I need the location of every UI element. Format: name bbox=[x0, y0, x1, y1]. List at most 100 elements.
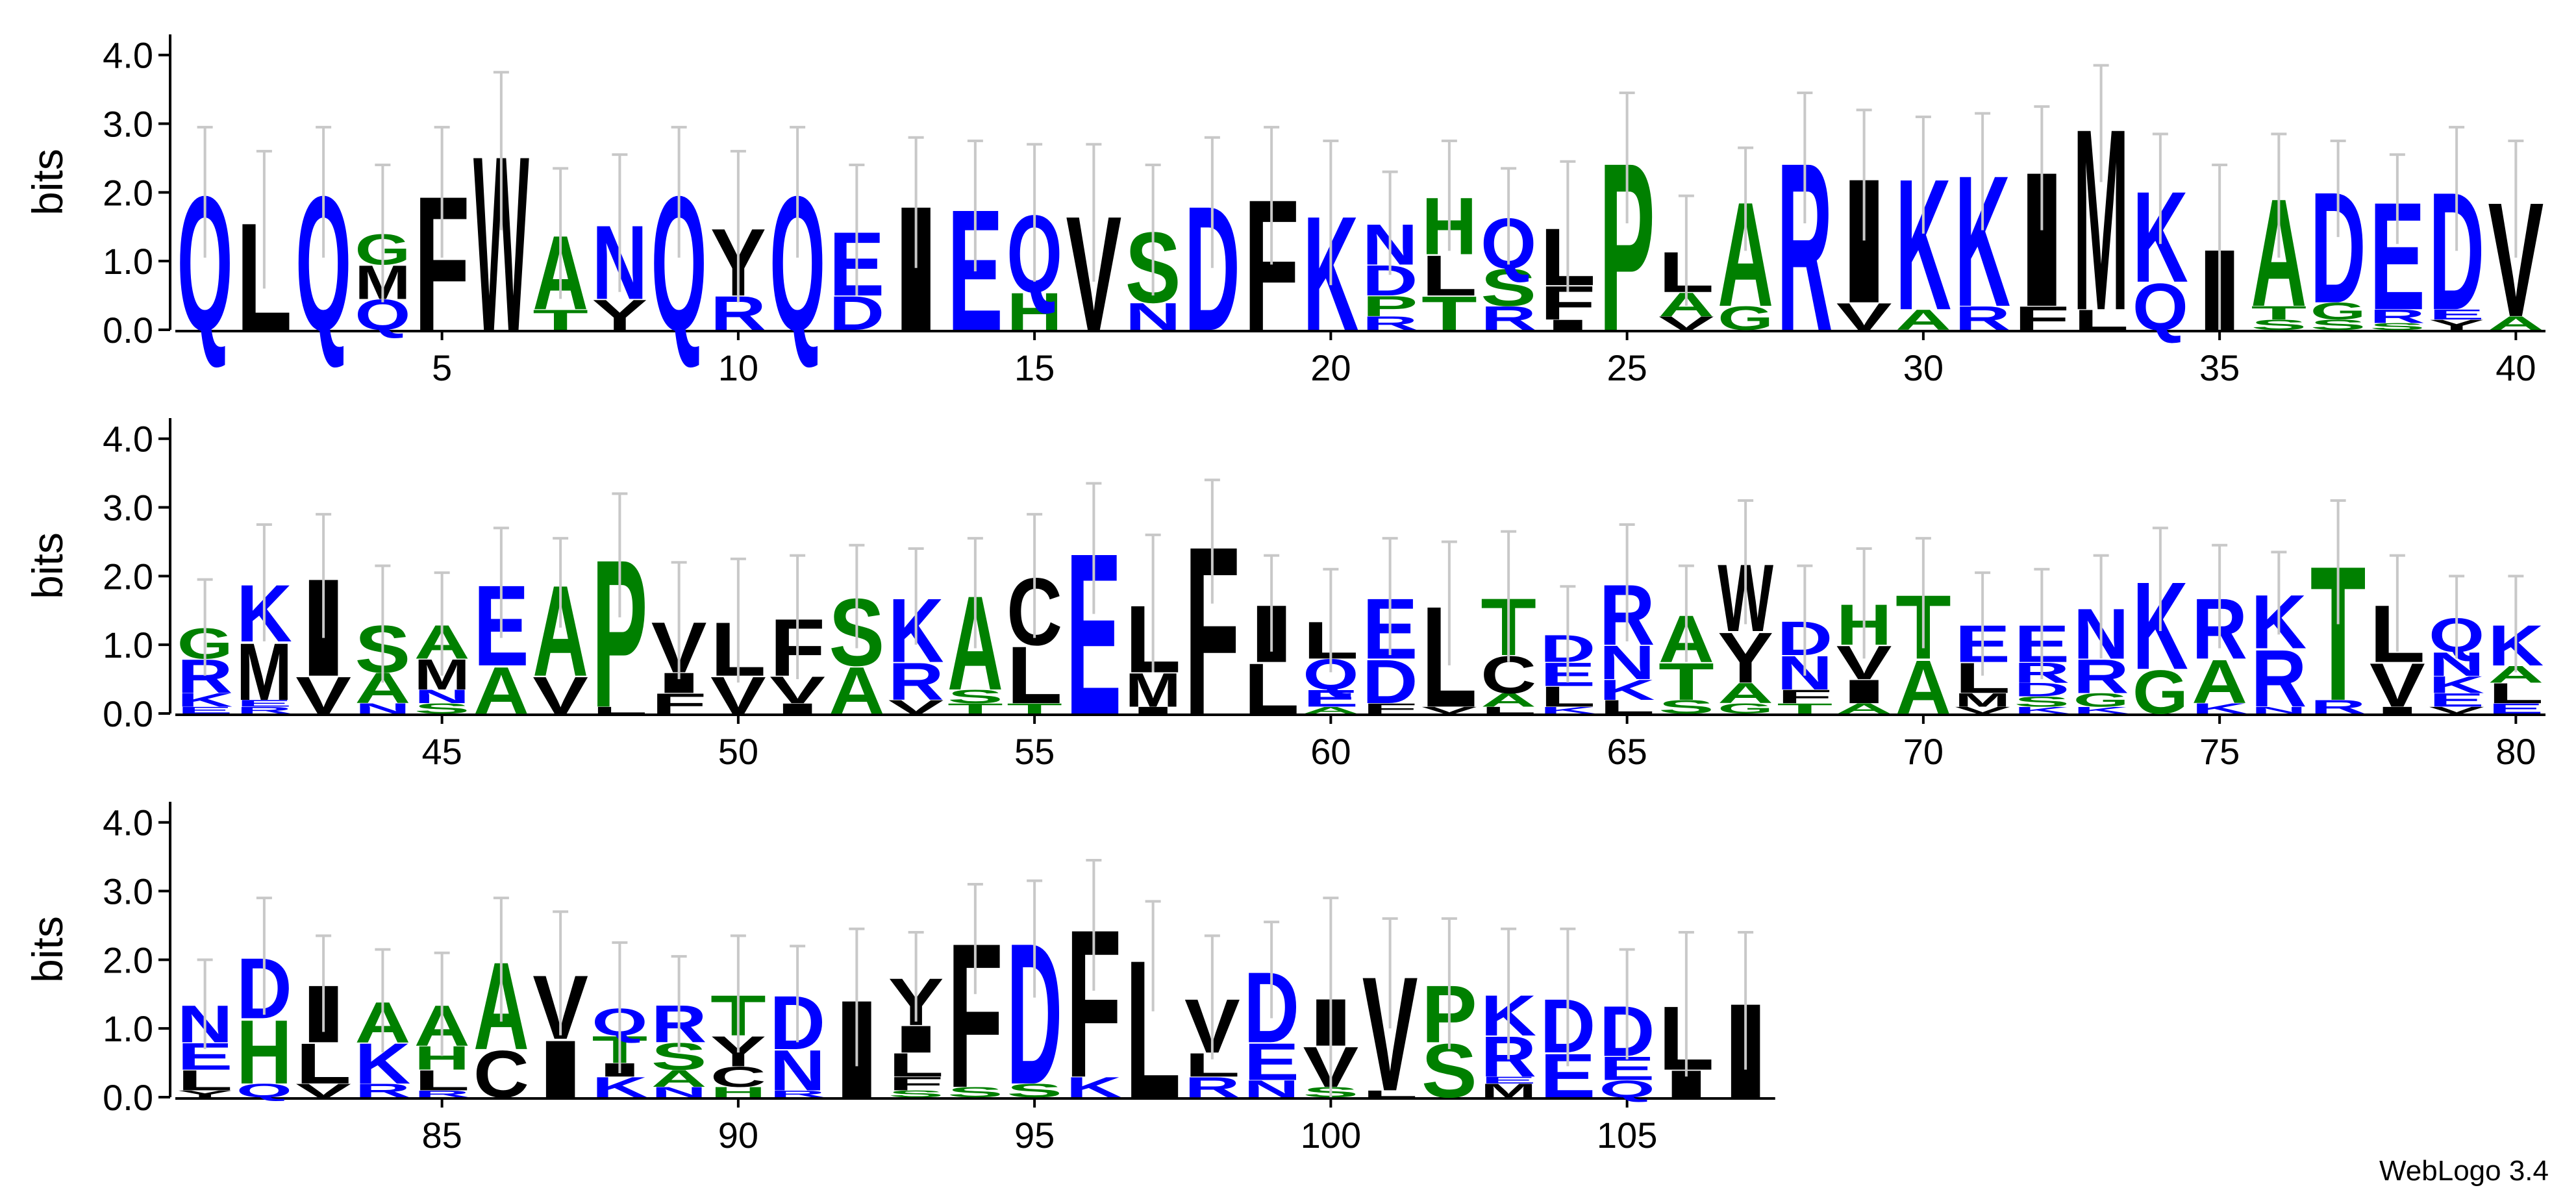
x-tick-label: 50 bbox=[718, 731, 758, 772]
letter: F bbox=[888, 1073, 944, 1095]
letter: R bbox=[1955, 299, 2010, 337]
x-tick-label: 5 bbox=[432, 347, 452, 388]
letter-stack: W bbox=[473, 71, 530, 383]
letter-stack: IVL bbox=[2370, 554, 2425, 720]
letter-stack: STA bbox=[1658, 564, 1714, 717]
letter-stack: IVF bbox=[769, 554, 825, 717]
letter: K bbox=[1066, 1071, 1121, 1103]
letter: Y bbox=[177, 1089, 233, 1100]
y-tick-label: 0.0 bbox=[103, 1077, 153, 1118]
letter-stack: ED bbox=[1540, 927, 1595, 1111]
letter-stack: E bbox=[1066, 482, 1121, 763]
letter: V bbox=[1421, 705, 1477, 716]
letter: A bbox=[2192, 647, 2247, 717]
y-tick-label: 4.0 bbox=[103, 802, 153, 843]
letter-stack: K bbox=[1303, 140, 1358, 365]
letter: H bbox=[710, 1084, 766, 1100]
letter: H bbox=[236, 1001, 292, 1103]
letter: R bbox=[1481, 299, 1536, 337]
letter-stack: TLH bbox=[1421, 140, 1477, 340]
letter: P bbox=[1362, 290, 1418, 322]
letter: V bbox=[295, 667, 351, 725]
letter: R bbox=[2251, 634, 2307, 725]
letter-stack: KAR bbox=[2192, 543, 2247, 717]
letter: E bbox=[2429, 689, 2484, 711]
letter-stack: SP bbox=[1421, 917, 1477, 1114]
letter: N bbox=[1125, 295, 1181, 338]
x-tick-label: 70 bbox=[1903, 731, 1944, 772]
letter: S bbox=[1481, 259, 1536, 317]
letter: A bbox=[829, 652, 884, 728]
letter: T bbox=[1777, 700, 1832, 717]
letter: L bbox=[2488, 678, 2544, 710]
letter-stack: TA bbox=[532, 167, 588, 336]
letter: V bbox=[295, 1080, 351, 1101]
y-tick-label: 3.0 bbox=[103, 488, 153, 528]
letter: I bbox=[769, 700, 825, 717]
letter-stack: CA bbox=[473, 897, 529, 1111]
letter: K bbox=[592, 1071, 647, 1103]
letter: I bbox=[1836, 673, 1892, 710]
letter: Y bbox=[1718, 618, 1773, 699]
logo-panel: 0.01.02.03.04.045 50 55 60 65 70 75 80bitsEKRGR… bbox=[23, 418, 2545, 772]
letter: H bbox=[1007, 283, 1062, 341]
x-tick-label: 65 bbox=[1607, 731, 1647, 772]
letter-stack: LV bbox=[1362, 917, 1418, 1125]
letter-stack: YN bbox=[592, 153, 647, 339]
letter-stack: AE bbox=[473, 527, 529, 728]
letter-stack: STA bbox=[2251, 132, 2307, 339]
letter: I bbox=[888, 1019, 944, 1061]
letter-stack: SGD bbox=[2310, 140, 2366, 336]
letter-stack: Q bbox=[769, 125, 825, 371]
letter: E bbox=[236, 698, 292, 709]
letter-stack: I bbox=[2192, 164, 2247, 354]
letter-stack: IML bbox=[1125, 533, 1181, 717]
letter: D bbox=[1362, 647, 1418, 717]
letter: K bbox=[2192, 700, 2247, 717]
y-tick-label: 1.0 bbox=[103, 625, 153, 665]
letter: F bbox=[1777, 686, 1832, 707]
letter: N bbox=[2251, 705, 2307, 716]
letter: Q bbox=[236, 1080, 292, 1101]
letter: E bbox=[1481, 1075, 1536, 1086]
letter: C bbox=[473, 1036, 529, 1111]
letter-stack: I bbox=[888, 136, 944, 367]
x-tick-label: 100 bbox=[1301, 1115, 1361, 1156]
x-tick-label: 40 bbox=[2495, 347, 2536, 388]
letter-stack: I bbox=[829, 927, 884, 1127]
x-tick-label: 95 bbox=[1014, 1115, 1055, 1156]
y-tick-label: 0.0 bbox=[103, 310, 153, 351]
letter-stack: SVI bbox=[1303, 897, 1358, 1100]
letter-stack: QHD bbox=[236, 897, 292, 1103]
letter-stack: R bbox=[1777, 91, 1832, 381]
y-tick-label: 2.0 bbox=[103, 172, 153, 213]
letter-stack: IL bbox=[1658, 931, 1714, 1106]
letter: A bbox=[651, 1065, 707, 1092]
letter: F bbox=[1362, 700, 1418, 717]
letter-stack: VI bbox=[295, 513, 351, 725]
letter: N bbox=[1244, 1076, 1299, 1102]
letter: L bbox=[592, 705, 647, 716]
logo-panel: 0.01.02.03.04.085 90 95 100 105bitsYLENQHDVL… bbox=[23, 802, 1775, 1156]
letter: G bbox=[1718, 299, 1773, 337]
letter-stack: RY bbox=[710, 149, 766, 340]
y-tick-label: 3.0 bbox=[103, 104, 153, 145]
x-tick-label: 105 bbox=[1597, 1115, 1657, 1156]
letter: T bbox=[1658, 653, 1714, 712]
letter: E bbox=[177, 705, 233, 716]
letter: K bbox=[1540, 705, 1595, 716]
letter: R bbox=[1362, 312, 1418, 334]
letter-stack: P bbox=[1599, 91, 1655, 381]
letter-stack: RLV bbox=[1184, 934, 1240, 1104]
letter-stack: L bbox=[236, 149, 292, 363]
letter: K bbox=[2073, 705, 2129, 716]
letter-stack: HQ bbox=[1007, 143, 1062, 341]
